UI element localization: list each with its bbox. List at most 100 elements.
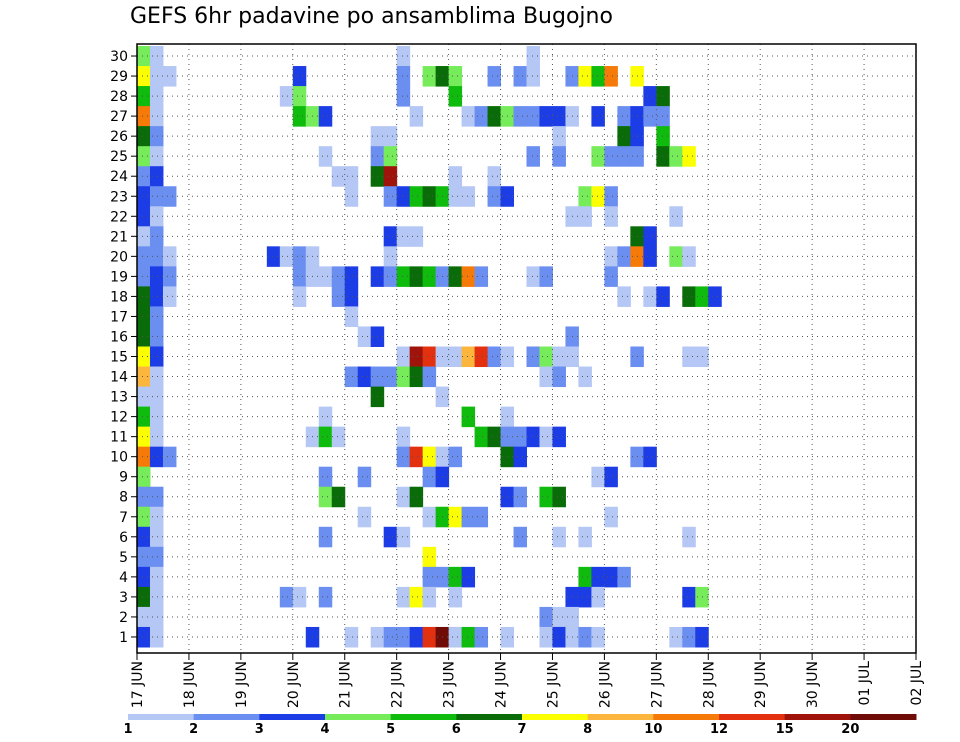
x-tick-label: 24 JUN xyxy=(494,661,510,708)
heatmap-cell xyxy=(669,206,683,227)
legend-swatch xyxy=(653,714,720,720)
y-tick-label: 18 xyxy=(110,289,128,305)
heatmap-cell xyxy=(318,426,333,448)
heatmap-cell xyxy=(591,186,605,207)
y-tick-label: 13 xyxy=(110,390,128,406)
y-tick-label: 26 xyxy=(110,129,128,145)
heatmap-cell xyxy=(708,286,722,307)
heatmap-cell xyxy=(513,486,527,508)
heatmap-cell xyxy=(461,626,476,648)
heatmap-cell xyxy=(656,126,670,147)
heatmap-cell xyxy=(357,326,372,347)
heatmap-cell xyxy=(137,606,151,628)
heatmap-cell xyxy=(137,86,151,107)
heatmap-cell xyxy=(318,466,333,488)
y-tick-label: 17 xyxy=(110,309,128,325)
heatmap-cell xyxy=(149,486,164,508)
y-tick-label: 23 xyxy=(110,189,128,205)
heatmap-cell xyxy=(513,66,527,87)
y-tick-label: 8 xyxy=(119,490,128,506)
heatmap-cell xyxy=(448,346,463,368)
heatmap-cell xyxy=(604,566,618,588)
heatmap-cell xyxy=(137,426,151,448)
legend-swatch xyxy=(390,714,457,720)
heatmap-cell xyxy=(513,446,527,468)
heatmap-cell xyxy=(396,626,411,648)
heatmap-cell xyxy=(318,406,333,428)
heatmap-cell xyxy=(474,106,489,127)
plot-frame xyxy=(136,43,917,654)
y-tick-label: 24 xyxy=(110,169,128,185)
y-tick-label: 1 xyxy=(119,630,128,646)
heatmap-cell xyxy=(331,286,346,307)
heatmap-cell xyxy=(149,546,164,568)
y-tick-label: 19 xyxy=(110,269,128,285)
heatmap-cell xyxy=(487,166,502,187)
heatmap-cell xyxy=(149,106,164,127)
heatmap-cell xyxy=(539,346,553,368)
heatmap-cell xyxy=(162,286,177,307)
heatmap-cell xyxy=(409,346,424,368)
heatmap-cell xyxy=(643,286,657,307)
x-tick-label: 22 JUN xyxy=(390,661,406,708)
heatmap-cell xyxy=(383,266,398,287)
heatmap-cell xyxy=(604,146,618,167)
heatmap-cell xyxy=(137,406,151,428)
heatmap-cell xyxy=(149,246,164,267)
legend-swatch xyxy=(850,714,917,720)
heatmap-cell xyxy=(682,526,696,548)
heatmap-cell xyxy=(396,426,411,448)
heatmap-cell xyxy=(162,246,177,267)
y-tick-label: 9 xyxy=(119,470,128,486)
heatmap-cell xyxy=(396,446,411,468)
heatmap-cell xyxy=(149,206,164,227)
x-tick-label: 21 JUN xyxy=(338,661,354,708)
heatmap-cell xyxy=(383,526,398,548)
heatmap-cell xyxy=(578,206,592,227)
heatmap-cell xyxy=(487,66,502,87)
heatmap-cell xyxy=(604,466,618,488)
heatmap-cell xyxy=(474,266,489,287)
heatmap-cell xyxy=(539,626,553,648)
heatmap-cell xyxy=(137,526,151,548)
heatmap-cell xyxy=(448,586,463,608)
heatmap-cell xyxy=(552,426,566,448)
x-tick-label: 29 JUN xyxy=(753,661,769,708)
heatmap-cell xyxy=(331,486,346,508)
heatmap-cell xyxy=(331,166,346,187)
heatmap-cell xyxy=(137,386,151,408)
heatmap-cell xyxy=(539,366,553,388)
heatmap-cell xyxy=(162,266,177,287)
heatmap-cell xyxy=(422,186,437,207)
heatmap-cell xyxy=(682,626,696,648)
heatmap-cell xyxy=(474,506,489,528)
heatmap-cell xyxy=(422,366,437,388)
legend-swatch xyxy=(784,714,851,720)
legend-label: 5 xyxy=(386,722,395,737)
heatmap-cell xyxy=(539,106,553,127)
heatmap-cell xyxy=(396,346,411,368)
heatmap-cell xyxy=(513,106,527,127)
legend-label: 1 xyxy=(123,722,132,737)
heatmap-cell xyxy=(383,626,398,648)
heatmap-cell xyxy=(409,626,424,648)
heatmap-cell xyxy=(487,106,502,127)
heatmap-cell xyxy=(292,86,307,107)
heatmap-cell xyxy=(344,186,359,207)
heatmap-cell xyxy=(682,246,696,267)
legend-label: 2 xyxy=(189,722,198,737)
legend-label: 7 xyxy=(517,722,526,737)
heatmap-cell xyxy=(383,126,398,147)
heatmap-cell xyxy=(461,106,476,127)
heatmap-cell xyxy=(149,366,164,388)
heatmap-cell xyxy=(552,126,566,147)
heatmap-cell xyxy=(448,186,463,207)
heatmap-cell xyxy=(552,626,566,648)
heatmap-cell xyxy=(656,86,670,107)
heatmap-cell xyxy=(409,486,424,508)
heatmap-cell xyxy=(292,106,307,127)
heatmap-cell xyxy=(591,466,605,488)
x-tick-label: 25 JUN xyxy=(545,661,561,708)
y-tick-label: 16 xyxy=(110,329,128,345)
